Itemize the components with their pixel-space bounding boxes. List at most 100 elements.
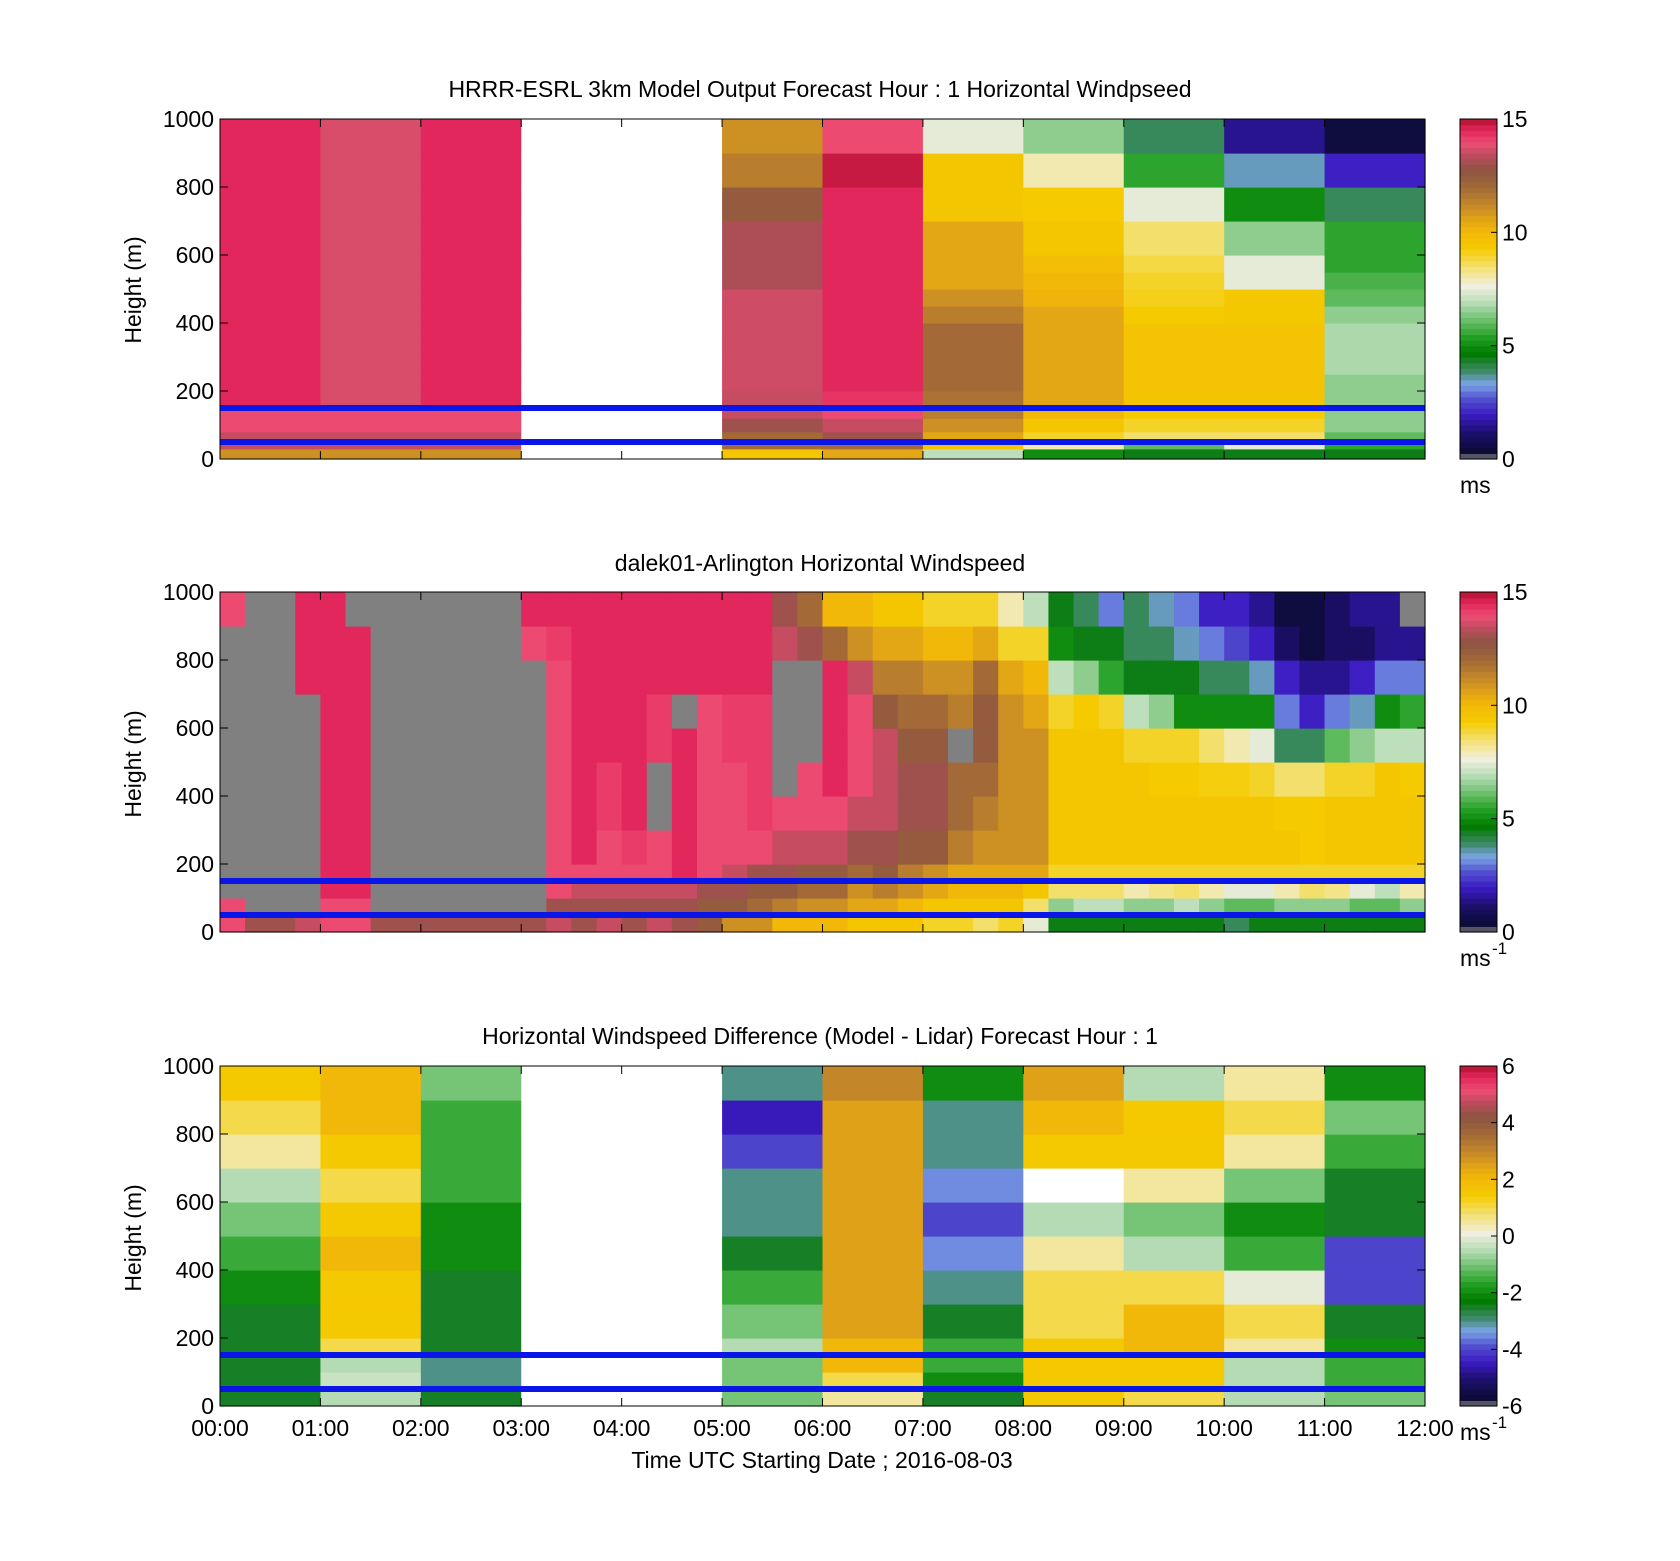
heatmap-cell <box>922 626 949 661</box>
heatmap-cell <box>420 1134 522 1169</box>
colorbar-segment <box>1460 728 1497 735</box>
heatmap-cell <box>220 448 322 460</box>
heatmap-cell <box>822 289 924 307</box>
heatmap-cell <box>1148 626 1175 661</box>
heatmap-cell <box>922 830 949 865</box>
heatmap-cell <box>521 340 623 358</box>
heatmap-cell <box>822 153 924 188</box>
heatmap-cell <box>320 272 422 290</box>
y-tick-label: 400 <box>176 310 214 336</box>
heatmap-cell <box>1399 915 1426 933</box>
heatmap-cell <box>1199 694 1225 729</box>
colorbar-tick-label: 2 <box>1502 1166 1515 1192</box>
heatmap-cell <box>1224 626 1250 661</box>
heatmap-cell <box>320 221 422 256</box>
heatmap-cell <box>220 864 246 882</box>
heatmap-cell <box>1274 592 1301 627</box>
x-tick-label: 01:00 <box>292 1415 350 1441</box>
colorbar-tick-label: 0 <box>1502 1223 1515 1249</box>
heatmap-cell <box>998 796 1024 831</box>
heatmap-cell <box>722 442 824 450</box>
heatmap-cell <box>1148 881 1175 899</box>
colorbar-segment <box>1460 1383 1497 1390</box>
heatmap-cell <box>1123 626 1150 661</box>
heatmap-cell <box>1073 796 1100 831</box>
colorbar-tick-label: 10 <box>1502 692 1528 718</box>
heatmap-cell <box>998 762 1024 797</box>
heatmap-cell <box>546 592 573 627</box>
heatmap-cell <box>220 153 322 188</box>
colorbar-segment <box>1460 351 1497 358</box>
heatmap-cell <box>521 898 547 916</box>
heatmap-cell <box>797 898 824 916</box>
heatmap-cell <box>1098 898 1125 916</box>
colorbar-segment <box>1460 1213 1497 1220</box>
heatmap-cell <box>521 1270 623 1305</box>
heatmap-cell <box>722 1304 824 1339</box>
colorbar-segment <box>1460 311 1497 318</box>
heatmap-cell <box>1123 187 1225 222</box>
heatmap-cell <box>621 864 648 882</box>
heatmap-cell <box>973 830 999 865</box>
colorbar-segment <box>1460 340 1497 347</box>
heatmap-cell <box>295 864 322 882</box>
heatmap-cell <box>998 592 1024 627</box>
heatmap-cell <box>471 881 497 899</box>
heatmap-cell <box>822 1304 924 1339</box>
heatmap-cell <box>922 728 949 763</box>
heatmap-cell <box>370 694 397 729</box>
heatmap-cell <box>1349 626 1376 661</box>
heatmap-cell <box>521 323 623 341</box>
heatmap-cell <box>1173 694 1200 729</box>
heatmap-cell <box>395 592 422 627</box>
heatmap-cell <box>772 592 798 627</box>
colorbar-segment <box>1460 688 1497 695</box>
heatmap-cell <box>696 762 723 797</box>
heatmap-cell <box>621 1389 723 1407</box>
heatmap-cell <box>922 1236 1024 1271</box>
heatmap-cell <box>220 898 246 916</box>
heatmap-cell <box>922 1066 1024 1101</box>
heatmap-cell <box>1224 592 1250 627</box>
colorbar-segment <box>1460 915 1497 922</box>
colorbar-segment <box>1460 266 1497 273</box>
heatmap-cell <box>496 881 522 899</box>
heatmap-cell <box>370 660 397 695</box>
colorbar-segment <box>1460 436 1497 443</box>
heatmap-cell <box>1224 1236 1326 1271</box>
heatmap-cell <box>220 1168 322 1203</box>
heatmap-cell <box>722 1338 824 1356</box>
heatmap-cell <box>1073 592 1100 627</box>
colorbar-segment <box>1460 711 1497 718</box>
colorbar-segment <box>1460 739 1497 746</box>
heatmap-cell <box>1123 1372 1225 1390</box>
heatmap-cell <box>747 898 773 916</box>
heatmap-cell <box>722 915 748 933</box>
colorbar-segment <box>1460 824 1497 831</box>
heatmap-cell <box>496 660 522 695</box>
heatmap-cell <box>1249 626 1275 661</box>
colorbar-segment <box>1460 1224 1497 1231</box>
heatmap-cell <box>722 796 748 831</box>
heatmap-cell <box>722 1270 824 1305</box>
colorbar-segment <box>1460 1230 1497 1237</box>
heatmap-cell <box>822 915 849 933</box>
heatmap-cell <box>922 272 1024 290</box>
heatmap-cell <box>922 431 1024 443</box>
heatmap-cell <box>822 306 924 324</box>
heatmap-cell <box>1148 728 1175 763</box>
y-tick-label: 400 <box>176 1257 214 1283</box>
heatmap-cell <box>295 626 322 661</box>
heatmap-cell <box>1324 255 1426 273</box>
colorbar-segment <box>1460 592 1497 599</box>
heatmap-cell <box>646 881 673 899</box>
heatmap-cell <box>722 221 824 256</box>
heatmap-cell <box>1299 864 1326 882</box>
heatmap-cell <box>1374 830 1401 865</box>
heatmap-cell <box>1274 898 1301 916</box>
heatmap-cell <box>270 864 296 882</box>
colorbar: 0 5 10 15 ms -1 <box>1459 579 1528 971</box>
colorbar-segment <box>1460 442 1497 449</box>
heatmap-cell <box>1023 796 1050 831</box>
heatmap-cell <box>822 255 924 273</box>
